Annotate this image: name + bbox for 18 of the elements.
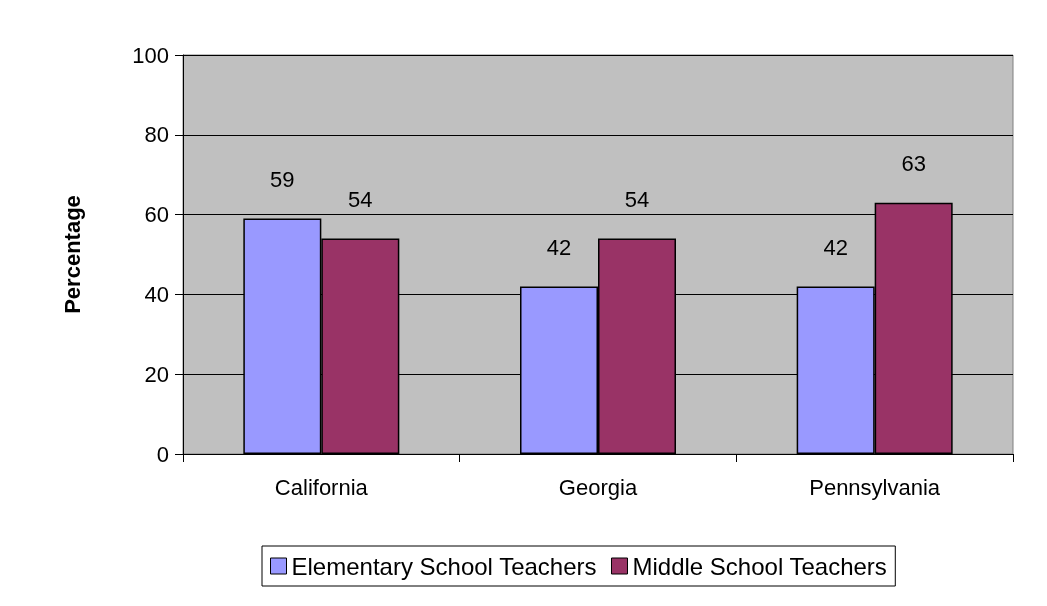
data-label: 42 bbox=[546, 234, 572, 260]
y-tick-label: 0 bbox=[156, 441, 169, 467]
data-label: 54 bbox=[624, 187, 650, 213]
y-tick-label: 20 bbox=[144, 361, 169, 387]
x-tick-label: California bbox=[274, 474, 369, 500]
data-label: 42 bbox=[823, 234, 848, 260]
x-tick-label: Georgia bbox=[558, 474, 638, 500]
legend-label: Elementary School Teachers bbox=[291, 552, 597, 580]
data-label: 54 bbox=[348, 187, 373, 213]
y-tick-label: 60 bbox=[144, 202, 169, 228]
x-tick-label: Pennsylvania bbox=[809, 474, 941, 500]
y-tick-label: 80 bbox=[144, 122, 169, 148]
data-label: 63 bbox=[901, 151, 926, 177]
y-tick-label: 40 bbox=[144, 281, 169, 307]
y-axis-title: Percentage bbox=[59, 195, 85, 314]
y-tick-label: 100 bbox=[132, 42, 169, 68]
data-label: 59 bbox=[270, 167, 295, 193]
legend-label: Middle School Teachers bbox=[632, 552, 887, 580]
